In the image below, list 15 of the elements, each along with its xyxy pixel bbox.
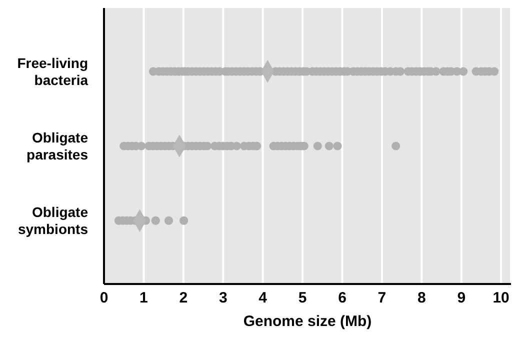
x-tick-label: 2 xyxy=(179,290,188,307)
y-tick-label: Obligate symbionts xyxy=(18,204,88,238)
y-tick-label: Obligate parasites xyxy=(26,130,88,162)
x-tick-label: 7 xyxy=(378,290,386,307)
x-tick-label: 1 xyxy=(140,290,148,307)
x-tick-label: 10 xyxy=(492,290,510,307)
x-tick-label: 8 xyxy=(417,290,426,307)
x-axis-title: Genome size (Mb) xyxy=(243,313,372,330)
x-tick-label: 4 xyxy=(258,290,268,307)
x-tick-label: 3 xyxy=(218,290,228,307)
x-tick-label: 0 xyxy=(100,290,108,307)
x-tick-label: 9 xyxy=(457,290,466,307)
y-tick-label: Free-living bacteria xyxy=(17,54,88,88)
x-tick-label: 5 xyxy=(298,290,307,307)
x-tick-label: 6 xyxy=(338,290,346,307)
